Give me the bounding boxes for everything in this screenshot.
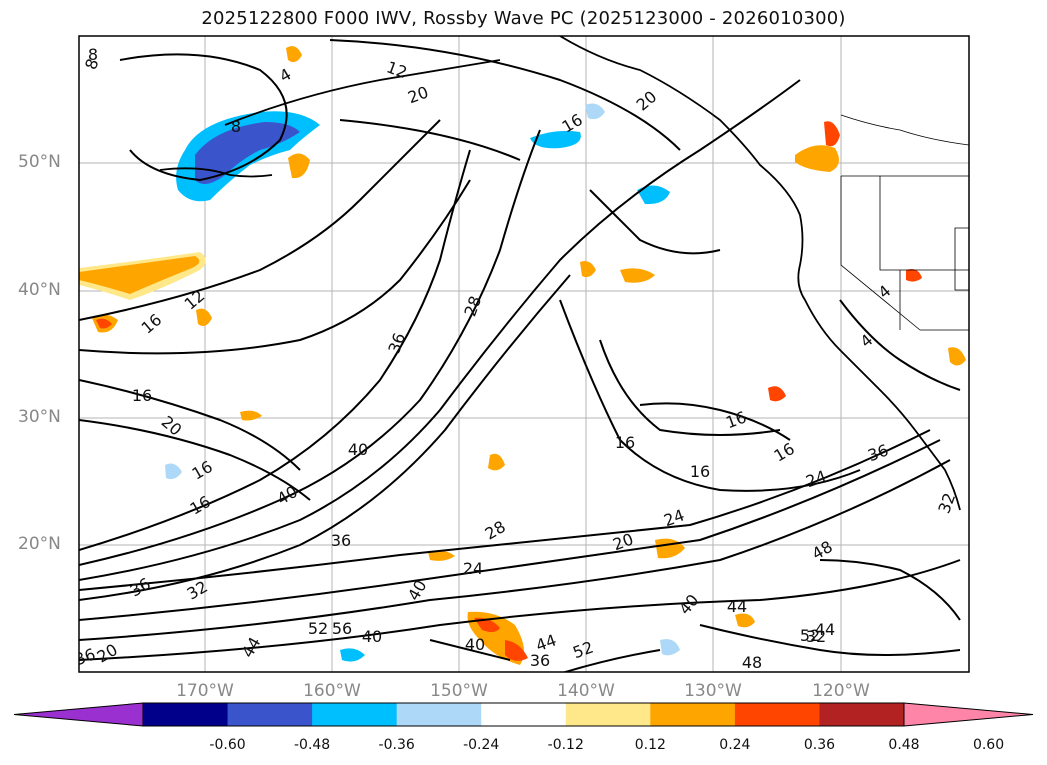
contour-label: 28 (482, 517, 509, 544)
contour-label: 36 (331, 531, 351, 550)
contour-label: 36 (72, 644, 98, 669)
lat-label-20n: 20°N (18, 534, 61, 554)
contour-label: 44 (238, 634, 265, 661)
contour-label: 28 (460, 293, 485, 319)
contour-label: 8 (231, 117, 241, 136)
lon-label-170w: 170°W (176, 681, 234, 701)
lon-label-140w: 140°W (557, 681, 615, 701)
colorbar-tick-label: 0.36 (803, 737, 836, 753)
contour-label: 36 (127, 574, 154, 601)
lat-label-40n: 40°N (18, 280, 61, 300)
contour-label: 16 (690, 462, 710, 481)
contour-label: 24 (463, 559, 483, 578)
contour-label: 36 (865, 440, 891, 465)
colorbar-tick-label: -0.12 (547, 737, 584, 753)
contour-label: 24 (803, 466, 829, 491)
contour-label: 36 (384, 330, 409, 356)
colorbar-tick-label: -0.24 (463, 737, 500, 753)
lat-label-50n: 50°N (18, 152, 61, 172)
colorbar-tick-label: 0.12 (634, 737, 666, 753)
contour-label: 4 (276, 64, 294, 86)
contour-label: 4 (874, 281, 894, 302)
contour-label: 52 (570, 637, 596, 662)
contour-label: 16 (771, 439, 798, 466)
contour-label: 48 (742, 653, 762, 672)
contour-label: 44 (727, 597, 747, 616)
shading-patches (79, 46, 966, 665)
colorbar-tick-label: -0.36 (378, 737, 415, 753)
colorbar-tick-label: -0.60 (209, 737, 246, 753)
colorbar-tick-label: -0.48 (293, 737, 331, 753)
contour-label: 40 (675, 591, 703, 619)
colorbar-tick-label: 0.60 (972, 737, 1005, 753)
map-title: 2025122800 F000 IWV, Rossby Wave PC (202… (201, 8, 846, 29)
lon-label-160w: 160°W (303, 681, 361, 701)
colorbar-tick-label: 0.48 (888, 737, 920, 753)
contour-label: 40 (362, 627, 382, 646)
contour-label: 52 (800, 626, 820, 645)
contour-label: 40 (348, 440, 368, 459)
contour-label: 16 (138, 310, 166, 338)
lon-label-150w: 150°W (430, 681, 488, 701)
lat-label-30n: 30°N (18, 407, 61, 427)
borders (840, 114, 969, 331)
contour-label: 16 (187, 492, 214, 519)
contour-label: 32 (806, 627, 826, 646)
contour-label: 16 (615, 433, 635, 452)
contour-label: 16 (189, 457, 216, 484)
lon-label-130w: 130°W (684, 681, 742, 701)
contour-label: 20 (94, 640, 121, 667)
contour-label: 40 (274, 482, 301, 509)
iwv-contours (79, 39, 961, 672)
contour-label: 56 (332, 619, 352, 638)
contour-label: 20 (405, 82, 431, 107)
contour-label: 8 (88, 45, 98, 64)
contour-label: 52 (308, 619, 328, 638)
contour-label: 16 (132, 386, 152, 405)
contour-label: 4 (856, 330, 876, 351)
contour-label: 40 (465, 635, 485, 654)
map-frame (78, 35, 970, 673)
coastlines (159, 36, 961, 511)
lon-label-120w: 120°W (812, 681, 870, 701)
contour-label: 44 (815, 620, 835, 639)
contour-label: 20 (633, 87, 661, 115)
contour-label: 36 (530, 651, 550, 670)
colorbar-tick-label: 0.24 (719, 737, 751, 753)
